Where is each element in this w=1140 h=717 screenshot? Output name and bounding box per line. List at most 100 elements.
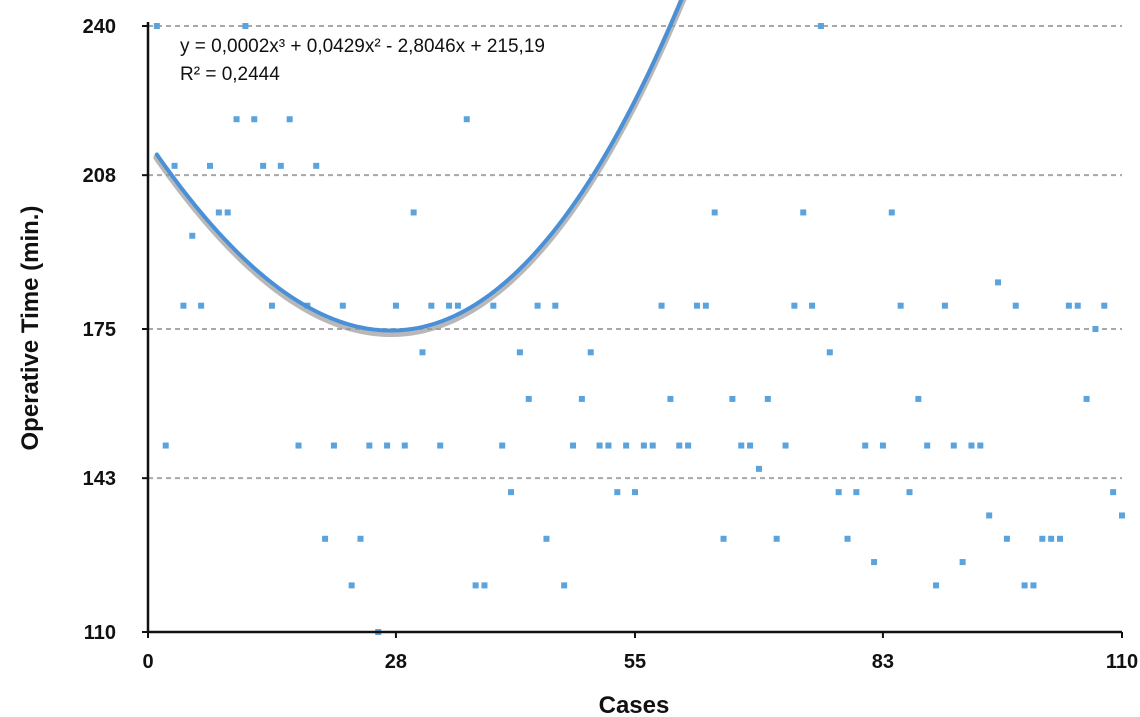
data-point — [357, 535, 364, 542]
data-point — [481, 582, 488, 589]
data-point — [561, 582, 568, 589]
data-point — [543, 535, 550, 542]
data-point — [729, 395, 736, 402]
data-point — [410, 209, 417, 216]
data-point — [1110, 489, 1117, 496]
data-point — [915, 395, 922, 402]
data-point — [1003, 535, 1010, 542]
data-point — [153, 23, 160, 29]
x-tick-label: 28 — [385, 651, 407, 673]
data-point — [968, 442, 975, 449]
data-point — [826, 349, 833, 356]
x-tick-label: 0 — [142, 651, 153, 673]
y-tick-label: 208 — [83, 165, 116, 187]
data-point — [871, 559, 878, 566]
x-tick-label: 83 — [872, 651, 894, 673]
y-tick-label: 143 — [83, 468, 116, 490]
x-tick-labels: 0 28 55 83 110 — [142, 632, 1138, 673]
data-point — [516, 349, 523, 356]
data-point — [844, 535, 851, 542]
data-point — [977, 442, 984, 449]
data-point — [1083, 395, 1090, 402]
data-point — [189, 232, 196, 239]
data-point — [924, 442, 931, 449]
data-point — [260, 162, 267, 169]
data-point — [782, 442, 789, 449]
data-point — [348, 582, 355, 589]
data-point — [853, 489, 860, 496]
data-point — [702, 302, 709, 309]
data-point — [251, 116, 258, 123]
data-point — [738, 442, 745, 449]
data-point — [773, 535, 780, 542]
data-point — [233, 116, 240, 123]
trendline-group — [153, 0, 687, 338]
y-tick-label: 240 — [83, 16, 116, 38]
data-point — [552, 302, 559, 309]
data-point — [605, 442, 612, 449]
data-point — [242, 23, 249, 29]
data-point — [180, 302, 187, 309]
data-point — [1012, 302, 1019, 309]
data-point — [791, 302, 798, 309]
data-point — [295, 442, 302, 449]
y-tick-labels: 110 143 175 208 240 — [83, 16, 148, 644]
data-point — [1021, 582, 1028, 589]
data-point — [800, 209, 807, 216]
data-point — [897, 302, 904, 309]
data-point — [268, 302, 275, 309]
data-point — [623, 442, 630, 449]
data-point — [339, 302, 346, 309]
data-point — [986, 512, 993, 519]
data-point — [906, 489, 913, 496]
gridlines — [148, 25, 1122, 480]
data-point — [809, 302, 816, 309]
data-point — [693, 302, 700, 309]
y-tick-label: 110 — [84, 622, 116, 644]
data-point — [817, 23, 824, 29]
data-point — [313, 162, 320, 169]
data-point — [1074, 302, 1081, 309]
data-point — [614, 489, 621, 496]
data-point — [570, 442, 577, 449]
data-point — [499, 442, 506, 449]
data-point — [392, 302, 399, 309]
data-point — [1057, 535, 1064, 542]
axes — [146, 22, 1122, 634]
data-point — [1119, 512, 1125, 519]
data-point — [525, 395, 532, 402]
data-point — [941, 302, 948, 309]
data-point — [401, 442, 408, 449]
data-point — [676, 442, 683, 449]
data-point — [428, 302, 435, 309]
data-point — [463, 116, 470, 123]
trendline-equation: y = 0,0002x³ + 0,0429x² - 2,8046x + 215,… — [180, 36, 545, 57]
data-point — [215, 209, 222, 216]
data-point — [1039, 535, 1046, 542]
data-point — [720, 535, 727, 542]
data-point — [879, 442, 886, 449]
data-point — [198, 302, 205, 309]
data-point — [596, 442, 603, 449]
x-tick-label: 110 — [1106, 651, 1138, 673]
data-point — [959, 559, 966, 566]
data-point — [667, 395, 674, 402]
y-axis-title: Operative Time (min.) — [17, 206, 44, 451]
data-point — [632, 489, 638, 496]
data-point — [322, 535, 329, 542]
data-point — [755, 465, 762, 472]
data-point — [508, 489, 515, 496]
data-point — [286, 116, 293, 123]
r-squared-label: R² = 0,2444 — [180, 64, 280, 85]
data-point — [162, 442, 169, 449]
data-point — [888, 209, 895, 216]
data-point — [995, 279, 1002, 286]
data-point — [658, 302, 665, 309]
data-point — [366, 442, 373, 449]
data-point — [933, 582, 940, 589]
data-point — [206, 162, 213, 169]
data-point — [711, 209, 718, 216]
data-point — [1092, 326, 1099, 332]
data-point — [437, 442, 444, 449]
data-point — [490, 302, 497, 309]
